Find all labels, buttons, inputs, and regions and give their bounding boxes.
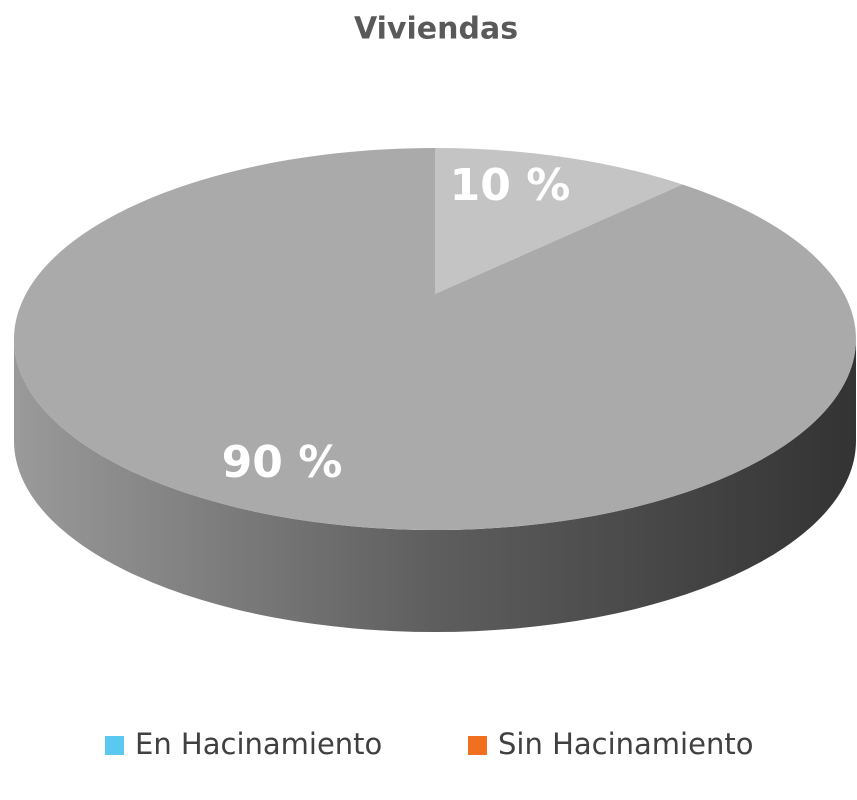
legend-swatch (468, 736, 487, 755)
legend-label: En Hacinamiento (135, 727, 382, 761)
pie-slice (435, 148, 683, 294)
value-label: 10 % (450, 160, 571, 211)
value-label: 90 % (222, 437, 343, 488)
legend-swatch (105, 736, 124, 755)
pie-side (14, 339, 856, 632)
chart-title: Viviendas (354, 12, 518, 47)
legend-label: Sin Hacinamiento (498, 727, 753, 761)
pie-slice (14, 148, 857, 530)
